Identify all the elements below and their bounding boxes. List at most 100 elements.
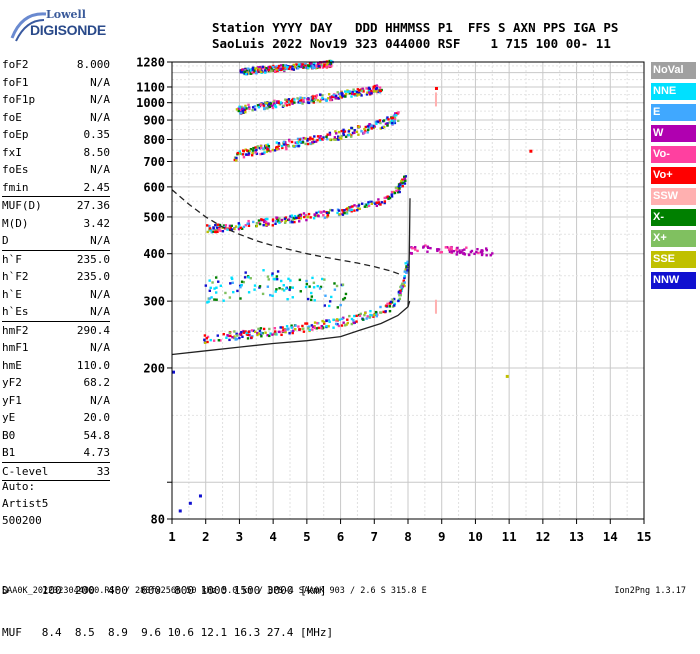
- echo-point: [251, 149, 255, 152]
- echo-point: [323, 304, 326, 307]
- echo-point: [403, 281, 406, 284]
- echo-point: [340, 92, 343, 95]
- echo-point: [254, 146, 257, 149]
- echo-point: [226, 228, 229, 231]
- echo-point: [231, 281, 234, 284]
- echo-point: [358, 93, 361, 96]
- digisonde-logo: Lowell DIGISONDE: [6, 6, 106, 44]
- echo-point: [252, 220, 255, 224]
- echo-point: [351, 205, 354, 208]
- echo-point: [229, 334, 232, 338]
- echo-point: [331, 95, 334, 99]
- echo-point: [244, 224, 247, 227]
- isolated-echo: [505, 374, 509, 378]
- echo-point: [237, 226, 240, 229]
- echo-point: [291, 221, 294, 224]
- echo-point: [305, 218, 308, 222]
- param-row: B0 54.8: [2, 427, 110, 445]
- echo-point: [275, 141, 278, 144]
- echo-point: [298, 138, 302, 141]
- echo-point: [361, 87, 364, 91]
- echo-point: [252, 329, 256, 333]
- echo-point: [403, 284, 406, 288]
- legend-item-vo-: Vo-: [651, 146, 696, 163]
- echo-point: [296, 97, 299, 100]
- echo-point: [367, 203, 370, 206]
- echo-point: [302, 327, 305, 330]
- echo-point: [255, 224, 259, 228]
- echo-point: [214, 230, 218, 234]
- echo-point: [352, 321, 355, 325]
- echo-point: [283, 329, 287, 332]
- echo-point: [298, 220, 301, 223]
- echo-point: [206, 301, 209, 304]
- echo-point: [319, 138, 322, 142]
- echo-point: [291, 102, 294, 105]
- echo-point: [305, 282, 309, 286]
- echo-point: [343, 130, 347, 133]
- echo-point: [338, 213, 341, 216]
- echo-point: [347, 133, 350, 137]
- echo-point: [207, 300, 210, 303]
- echo-point: [254, 149, 257, 152]
- echo-point: [330, 64, 333, 68]
- echo-point: [284, 64, 287, 67]
- echo-point: [365, 205, 369, 208]
- echo-point: [238, 150, 241, 153]
- echo-point: [370, 202, 374, 205]
- echo-point: [348, 92, 351, 95]
- echo-point: [366, 131, 369, 134]
- param-name: yF1: [2, 393, 22, 407]
- isolated-echo: [172, 370, 175, 374]
- echo-point: [397, 111, 400, 114]
- echo-point: [326, 63, 329, 67]
- echo-point: [257, 332, 261, 335]
- echo-point: [279, 326, 282, 329]
- echo-point: [347, 206, 351, 209]
- echo-point: [352, 88, 355, 91]
- isolated-echo: [178, 509, 182, 513]
- param-name: D: [2, 234, 9, 247]
- echo-point: [288, 103, 291, 106]
- echo-point: [375, 314, 378, 318]
- echo-point: [318, 136, 321, 140]
- param-name: C-level: [2, 464, 49, 478]
- echo-point: [447, 246, 450, 249]
- echo-point: [272, 65, 275, 69]
- echo-point: [229, 282, 232, 285]
- param-separator: [2, 461, 110, 463]
- echo-point: [292, 329, 295, 332]
- param-separator: [2, 320, 110, 322]
- echo-point: [393, 118, 397, 121]
- echo-point: [208, 224, 211, 228]
- echo-point: [340, 96, 343, 99]
- param-row: foF2 8.000: [2, 56, 110, 74]
- x-tick-label: 1: [168, 529, 176, 544]
- echo-point: [306, 297, 310, 301]
- echo-point: [283, 217, 287, 221]
- echo-point: [266, 148, 270, 151]
- echo-point: [262, 66, 266, 70]
- echo-point: [345, 323, 348, 326]
- echo-point: [293, 101, 296, 104]
- echo-point: [304, 322, 307, 325]
- echo-point: [257, 106, 261, 109]
- echo-point: [232, 290, 235, 294]
- echo-point: [307, 101, 311, 105]
- echo-point: [371, 314, 374, 317]
- echo-point: [335, 132, 338, 135]
- echo-point: [241, 68, 245, 71]
- echo-point: [366, 125, 370, 128]
- echo-point: [386, 302, 389, 305]
- echo-point: [222, 332, 225, 336]
- echo-point: [327, 325, 330, 328]
- param-name: B1: [2, 446, 16, 459]
- echo-point: [329, 62, 333, 65]
- echo-point: [273, 66, 277, 69]
- param-value: N/A: [90, 341, 110, 354]
- echo-point: [288, 288, 291, 291]
- echo-point: [209, 228, 212, 232]
- echo-point: [458, 249, 461, 252]
- y-tick-label: 200: [143, 361, 165, 375]
- echo-point: [311, 141, 314, 144]
